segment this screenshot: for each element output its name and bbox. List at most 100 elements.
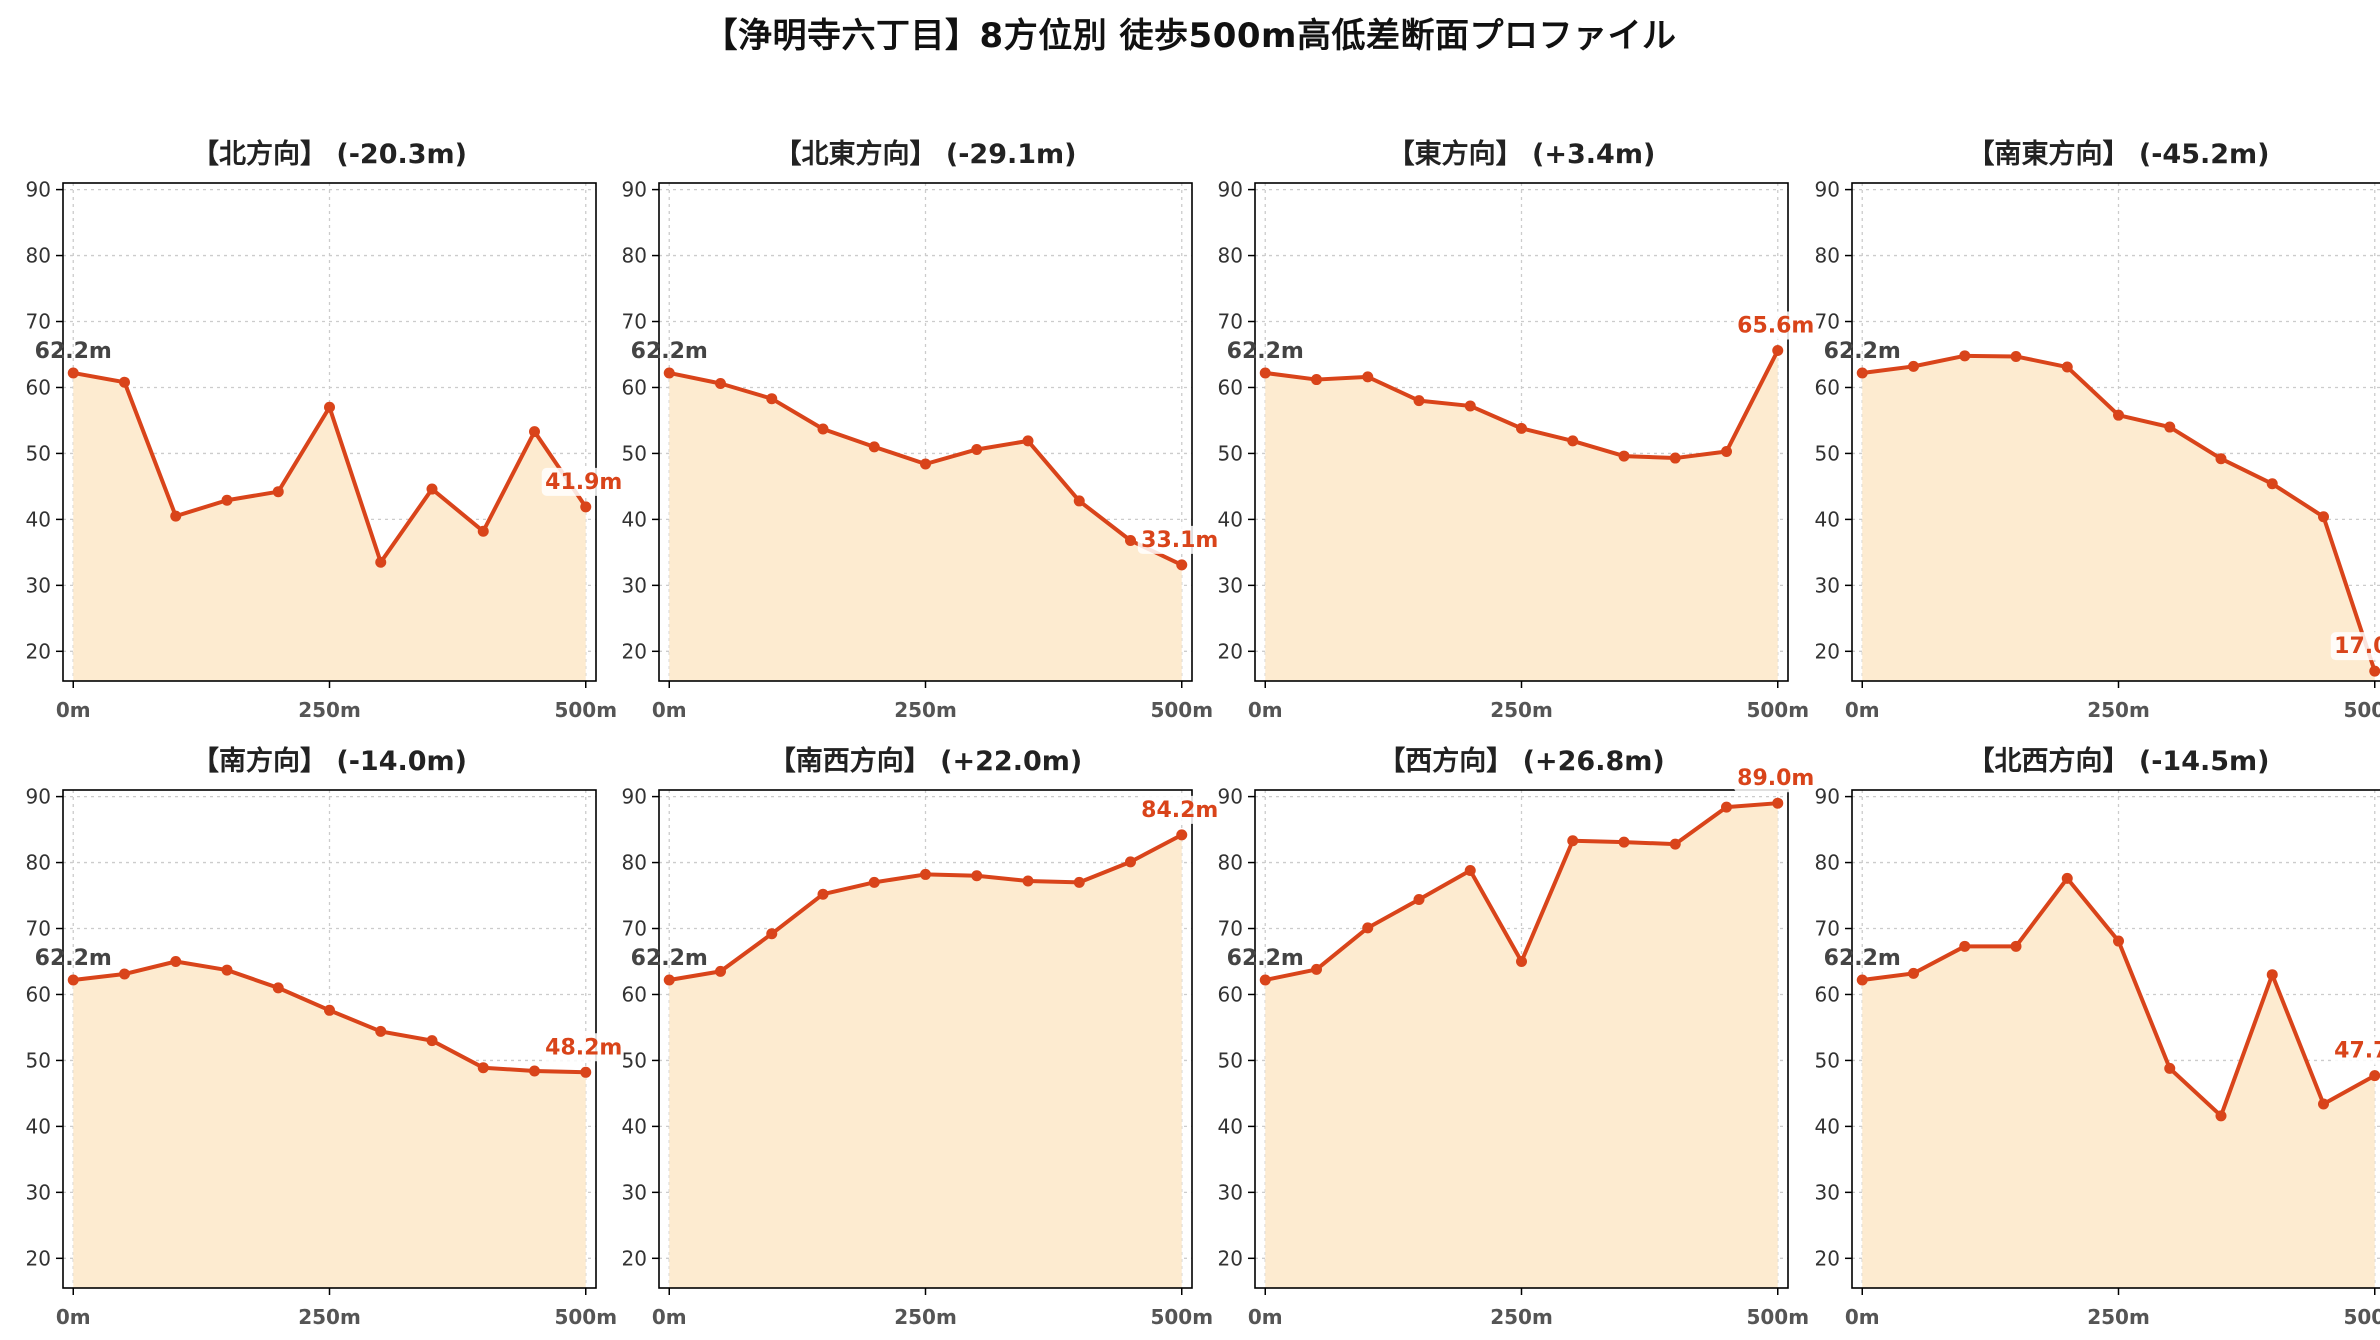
y-tick-label: 80	[26, 851, 51, 875]
y-tick-label: 50	[1815, 441, 1840, 465]
data-point	[1022, 435, 1034, 447]
x-tick-label: 250m	[1490, 698, 1553, 722]
data-point	[2215, 453, 2227, 465]
area-fill	[1265, 350, 1778, 681]
y-tick-label: 40	[1815, 507, 1840, 531]
start-elevation-label: 62.2m	[631, 339, 708, 364]
x-tick-label: 500m	[554, 1305, 617, 1329]
data-point	[324, 1004, 335, 1016]
chart-panel-7: 【北西方向】 (-14.5m) 20 30 40 50 60 70 80 90 0m 250m 500…	[1815, 745, 2380, 1329]
chart-panel-4: 【南方向】 (-14.0m) 20 30 40 50 60 70 80 90 0m 250m 500m…	[26, 745, 626, 1329]
data-point	[119, 968, 130, 980]
chart-title: 【南西方向】 (+22.0m)	[769, 745, 1082, 777]
chart-panel-0: 【北方向】 (-20.3m) 20 30 40 50 60 70 80 90 0m 250m 500m…	[26, 138, 626, 722]
y-tick-label: 60	[26, 982, 51, 1006]
x-tick-label: 250m	[2087, 1305, 2150, 1329]
y-tick-label: 70	[1218, 310, 1243, 334]
x-tick-label: 0m	[652, 1305, 687, 1329]
y-tick-label: 30	[622, 573, 647, 597]
data-point	[817, 423, 829, 435]
data-point	[2369, 665, 2380, 677]
y-tick-label: 50	[1815, 1048, 1840, 1072]
data-point	[1772, 797, 1784, 809]
y-tick-label: 30	[26, 573, 51, 597]
area-fill	[73, 961, 586, 1288]
y-tick-label: 20	[622, 639, 647, 663]
x-tick-label: 500m	[2343, 698, 2380, 722]
data-point	[920, 458, 931, 470]
data-point	[2113, 935, 2124, 947]
end-elevation-label: 17.0m	[2334, 634, 2380, 659]
y-tick-label: 20	[1815, 639, 1840, 663]
y-tick-label: 70	[622, 917, 647, 941]
x-tick-label: 250m	[894, 1305, 957, 1329]
data-point	[1176, 829, 1188, 841]
data-point	[1959, 940, 1971, 952]
data-point	[715, 378, 726, 390]
data-point	[1567, 435, 1579, 447]
x-tick-label: 500m	[554, 698, 617, 722]
data-point	[529, 1065, 540, 1077]
data-point	[1908, 967, 1919, 979]
data-point	[1464, 400, 1476, 412]
y-tick-label: 70	[622, 310, 647, 334]
end-elevation-label: 41.9m	[545, 470, 622, 495]
y-tick-label: 60	[1815, 982, 1840, 1006]
data-point	[477, 1062, 489, 1074]
data-point	[868, 876, 880, 888]
area-fill	[73, 372, 586, 681]
y-tick-label: 80	[1218, 851, 1243, 875]
data-point	[426, 483, 438, 495]
y-tick-label: 50	[622, 441, 647, 465]
y-tick-label: 80	[26, 244, 51, 268]
start-elevation-label: 62.2m	[35, 946, 112, 971]
start-elevation-label: 62.2m	[1227, 946, 1304, 971]
end-label-background	[2330, 1036, 2380, 1065]
x-tick-label: 250m	[298, 1305, 361, 1329]
start-elevation-label: 62.2m	[1824, 946, 1901, 971]
y-tick-label: 30	[26, 1180, 51, 1204]
data-point	[67, 974, 79, 986]
x-tick-label: 500m	[1746, 698, 1809, 722]
y-tick-label: 70	[26, 310, 51, 334]
y-tick-label: 90	[622, 178, 647, 202]
y-tick-label: 40	[622, 507, 647, 531]
chart-title: 【南方向】 (-14.0m)	[192, 745, 467, 777]
y-tick-label: 70	[26, 917, 51, 941]
x-tick-label: 500m	[2343, 1305, 2380, 1329]
data-point	[1413, 893, 1425, 905]
y-tick-label: 80	[1815, 851, 1840, 875]
y-tick-label: 60	[1218, 982, 1243, 1006]
data-point	[1311, 374, 1322, 386]
chart-title: 【東方向】 (+3.4m)	[1388, 138, 1656, 170]
data-point	[1362, 922, 1374, 934]
y-tick-label: 20	[26, 1246, 51, 1270]
end-label-background	[1137, 795, 1222, 824]
x-tick-label: 0m	[652, 698, 687, 722]
y-tick-label: 40	[26, 507, 51, 531]
x-tick-label: 500m	[1150, 698, 1213, 722]
end-label-background	[541, 467, 626, 496]
data-point	[580, 1066, 592, 1078]
end-label-background	[1733, 311, 1818, 340]
y-tick-label: 80	[622, 851, 647, 875]
y-tick-label: 70	[1815, 917, 1840, 941]
data-point	[2318, 1098, 2329, 1110]
y-tick-label: 90	[1218, 178, 1243, 202]
data-point	[868, 441, 880, 453]
x-tick-label: 500m	[1746, 1305, 1809, 1329]
data-point	[1073, 495, 1085, 507]
y-tick-label: 40	[1218, 1114, 1243, 1138]
data-point	[1567, 835, 1579, 847]
data-point	[1022, 875, 1034, 887]
x-tick-label: 0m	[56, 698, 91, 722]
y-tick-label: 90	[26, 178, 51, 202]
data-point	[375, 556, 387, 568]
data-point	[1856, 974, 1868, 986]
data-point	[1908, 360, 1919, 372]
data-point	[2266, 478, 2278, 490]
data-point	[663, 367, 675, 379]
x-tick-label: 250m	[1490, 1305, 1553, 1329]
data-point	[817, 888, 829, 900]
end-label-background	[1137, 525, 1222, 554]
